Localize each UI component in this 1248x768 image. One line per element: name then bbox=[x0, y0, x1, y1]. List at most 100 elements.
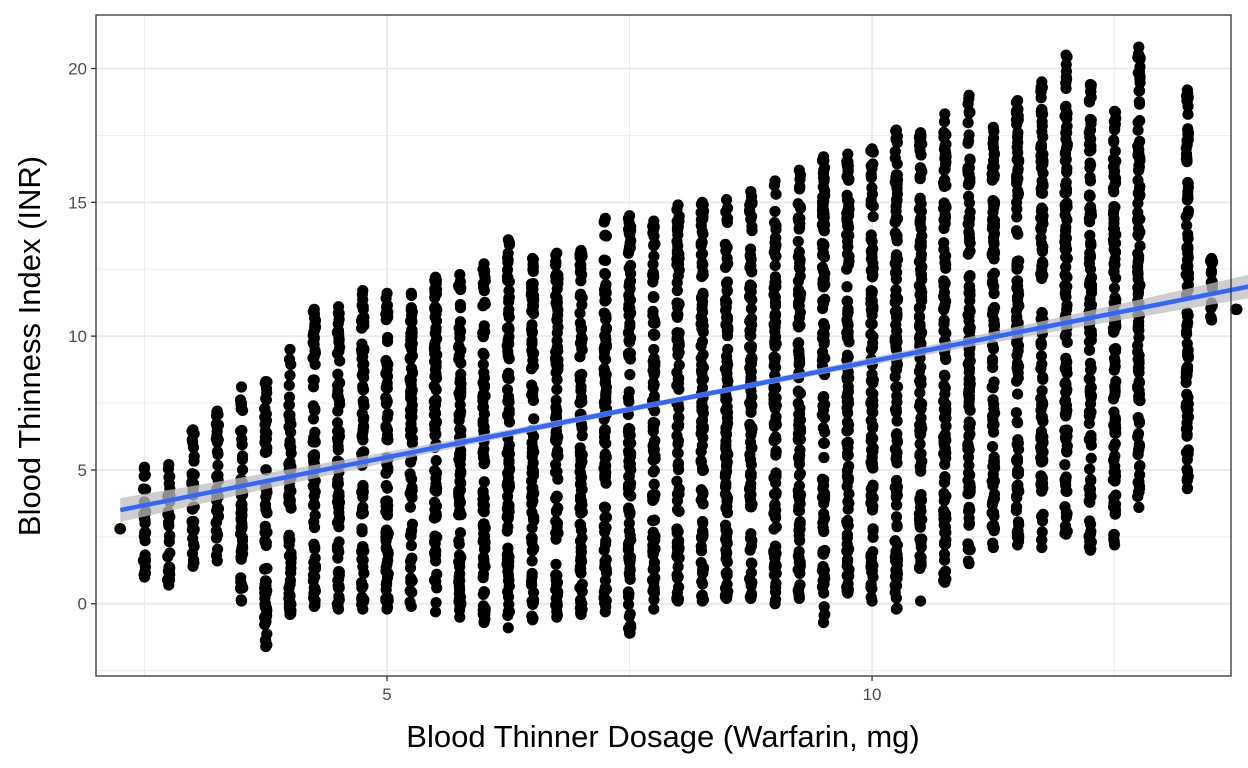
data-point bbox=[866, 458, 878, 470]
data-point bbox=[793, 348, 805, 360]
data-point bbox=[891, 179, 903, 191]
data-point bbox=[1109, 383, 1121, 395]
data-point bbox=[574, 317, 586, 329]
data-point bbox=[842, 407, 854, 419]
data-point bbox=[744, 262, 756, 274]
data-point bbox=[1084, 175, 1097, 187]
data-point bbox=[816, 346, 829, 358]
data-point bbox=[1182, 272, 1195, 285]
data-point bbox=[114, 523, 126, 535]
data-point bbox=[1182, 228, 1194, 240]
data-point bbox=[429, 429, 441, 442]
data-point bbox=[502, 367, 515, 379]
data-point bbox=[697, 259, 709, 271]
data-point bbox=[576, 368, 588, 381]
data-point bbox=[307, 381, 320, 393]
data-point bbox=[986, 308, 999, 320]
data-point bbox=[623, 335, 635, 347]
data-point bbox=[647, 258, 659, 270]
data-point bbox=[1084, 529, 1096, 541]
data-point bbox=[552, 450, 564, 462]
data-point bbox=[889, 535, 901, 547]
data-point bbox=[914, 448, 926, 460]
data-point bbox=[1060, 73, 1073, 86]
data-point bbox=[622, 591, 635, 603]
data-point bbox=[235, 594, 247, 606]
data-point bbox=[1204, 255, 1217, 267]
data-point bbox=[332, 579, 344, 592]
data-point bbox=[769, 498, 781, 510]
data-point bbox=[794, 467, 806, 480]
data-point bbox=[1182, 241, 1194, 253]
data-point bbox=[696, 335, 709, 348]
data-point bbox=[1060, 506, 1072, 519]
data-point bbox=[260, 503, 272, 515]
data-point bbox=[1109, 504, 1122, 516]
data-point bbox=[212, 447, 224, 459]
data-point bbox=[309, 509, 321, 521]
data-point bbox=[964, 245, 976, 257]
data-point bbox=[987, 418, 999, 430]
data-point bbox=[915, 283, 927, 295]
data-point bbox=[357, 596, 370, 608]
data-point bbox=[671, 569, 683, 581]
data-point bbox=[1181, 454, 1193, 466]
data-point bbox=[501, 511, 513, 523]
data-point bbox=[842, 397, 855, 409]
data-point bbox=[600, 511, 613, 523]
data-point bbox=[623, 610, 635, 623]
data-point bbox=[404, 562, 417, 574]
data-point bbox=[794, 560, 806, 572]
data-point bbox=[1182, 181, 1194, 193]
data-point bbox=[550, 569, 562, 581]
data-point bbox=[332, 490, 344, 503]
data-point bbox=[381, 530, 394, 542]
data-point bbox=[721, 490, 733, 502]
fit-line bbox=[119, 284, 1248, 513]
data-point bbox=[455, 424, 467, 436]
data-point bbox=[986, 168, 999, 180]
data-point bbox=[891, 602, 903, 614]
data-point bbox=[1011, 203, 1023, 215]
data-point bbox=[914, 518, 926, 530]
data-point bbox=[503, 285, 515, 297]
data-point bbox=[261, 526, 273, 538]
data-point bbox=[891, 311, 903, 323]
data-point bbox=[1061, 214, 1073, 226]
data-point bbox=[841, 229, 853, 241]
data-point bbox=[719, 470, 731, 483]
data-point bbox=[1010, 225, 1023, 237]
data-point bbox=[1133, 443, 1145, 455]
data-point bbox=[866, 583, 878, 595]
data-point bbox=[356, 503, 369, 516]
data-point bbox=[768, 397, 780, 410]
data-point bbox=[1108, 134, 1120, 146]
data-point bbox=[356, 428, 369, 441]
data-point bbox=[769, 321, 781, 333]
data-point bbox=[164, 547, 176, 559]
data-point bbox=[841, 465, 853, 477]
data-point bbox=[600, 341, 613, 353]
data-point bbox=[210, 549, 223, 562]
data-point bbox=[528, 413, 540, 425]
data-point bbox=[768, 351, 780, 363]
data-point bbox=[914, 400, 926, 412]
data-point bbox=[1132, 174, 1144, 186]
data-point bbox=[816, 564, 828, 576]
data-point bbox=[891, 381, 904, 393]
y-tick-label: 20 bbox=[68, 60, 87, 79]
data-point bbox=[964, 172, 976, 184]
data-point bbox=[743, 573, 756, 585]
data-point bbox=[333, 313, 345, 325]
data-point bbox=[962, 443, 974, 455]
data-point bbox=[696, 236, 708, 248]
data-point bbox=[867, 524, 879, 537]
data-point bbox=[527, 586, 540, 599]
data-point bbox=[1012, 172, 1024, 185]
data-point bbox=[768, 488, 781, 500]
data-point bbox=[841, 569, 853, 582]
data-point bbox=[551, 327, 563, 339]
data-point bbox=[332, 368, 344, 380]
data-point bbox=[770, 445, 782, 457]
data-point bbox=[1011, 416, 1023, 428]
